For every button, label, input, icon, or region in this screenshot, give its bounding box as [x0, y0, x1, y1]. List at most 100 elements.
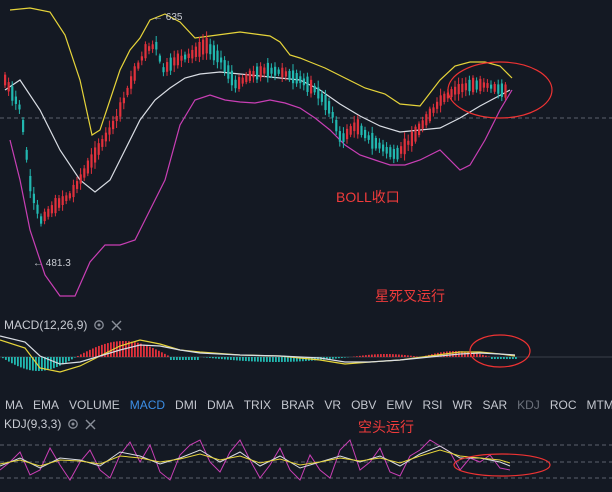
candle-body	[112, 120, 115, 130]
macd-bar	[140, 343, 142, 357]
candle-body	[137, 62, 140, 69]
macd-bar	[101, 344, 103, 357]
candle-body	[504, 84, 507, 98]
tab-dma[interactable]: DMA	[207, 398, 234, 412]
close-icon[interactable]	[111, 320, 122, 331]
macd-bar	[281, 357, 283, 362]
candle-body	[119, 102, 122, 117]
annotation-cross: 星死叉运行	[375, 288, 445, 304]
candle-body	[209, 44, 212, 55]
tab-vr[interactable]: VR	[324, 398, 342, 412]
tab-mtm[interactable]: MTM	[586, 398, 612, 412]
macd-bar	[56, 357, 58, 368]
macd-bar	[8, 357, 10, 362]
macd-bar	[107, 343, 109, 357]
candle-body	[281, 67, 284, 78]
macd-bar	[11, 357, 13, 364]
macd-bar	[176, 357, 178, 360]
macd-bar	[32, 357, 34, 371]
macd-bar	[392, 354, 394, 357]
candle-body	[14, 96, 17, 104]
close-icon[interactable]	[85, 419, 96, 430]
candle-body	[457, 84, 460, 95]
tab-trix[interactable]: TRIX	[243, 398, 272, 412]
macd-bar	[509, 357, 511, 359]
boll-upper-line	[9, 7, 513, 136]
candle-body	[158, 55, 161, 62]
candle-body	[227, 65, 230, 79]
macd-bar	[500, 357, 502, 359]
candle-body	[360, 125, 363, 136]
tab-dmi[interactable]: DMI	[175, 398, 198, 412]
candle-body	[130, 76, 133, 89]
macd-bar	[224, 357, 226, 360]
macd-bar	[488, 356, 490, 357]
tab-brar[interactable]: BRAR	[281, 398, 315, 412]
macd-bar	[182, 357, 184, 360]
macd-bar	[116, 341, 118, 357]
candle-body	[493, 83, 496, 92]
macd-bar	[158, 350, 160, 357]
candle-body	[482, 82, 485, 88]
macd-bar	[380, 354, 382, 357]
settings-icon[interactable]	[93, 319, 105, 331]
macd-bar	[233, 357, 235, 361]
macd-bar	[515, 357, 517, 359]
candle-body	[450, 89, 453, 98]
candle-body	[335, 119, 338, 132]
candle-body	[230, 70, 233, 86]
candle-body	[320, 93, 323, 102]
macd-bar	[278, 357, 280, 362]
candle-body	[378, 142, 381, 149]
macd-bar	[212, 357, 214, 359]
candle-body	[299, 76, 302, 84]
tab-sar[interactable]: SAR	[482, 398, 508, 412]
macd-bar	[68, 357, 70, 362]
tab-rsi[interactable]: RSI	[422, 398, 443, 412]
candle-body	[202, 39, 205, 55]
macd-bar	[494, 357, 496, 359]
candle-body	[104, 132, 107, 142]
low-price-label: ← 481.3	[33, 258, 71, 269]
candle-body	[259, 66, 262, 78]
tab-kdj[interactable]: KDJ	[517, 398, 540, 412]
macd-title: MACD(12,26,9)	[4, 318, 88, 332]
macd-bar	[2, 357, 4, 359]
boll-mid-line	[4, 71, 511, 193]
macd-bar	[167, 355, 169, 357]
candle-body	[353, 122, 356, 132]
settings-icon[interactable]	[67, 418, 79, 430]
macd-bar	[95, 347, 97, 357]
macd-bar	[98, 345, 100, 357]
candle-body	[256, 66, 259, 80]
macd-bar	[170, 357, 172, 360]
macd-bar	[263, 357, 265, 362]
macd-bar	[164, 353, 166, 357]
tab-volume[interactable]: VOLUME	[69, 398, 120, 412]
macd-bar	[209, 357, 211, 358]
macd-bar	[317, 357, 319, 361]
tab-obv[interactable]: OBV	[351, 398, 377, 412]
candle-body	[50, 205, 53, 214]
macd-bar	[386, 354, 388, 357]
tab-ema[interactable]: EMA	[33, 398, 60, 412]
macd-bar	[329, 357, 331, 360]
tab-ma[interactable]: MA	[5, 398, 23, 412]
candle-body	[414, 126, 417, 142]
candle-body	[410, 131, 413, 147]
macd-bar	[179, 357, 181, 360]
tab-emv[interactable]: EMV	[386, 398, 413, 412]
macd-bar	[335, 357, 337, 359]
tab-wr[interactable]: WR	[452, 398, 473, 412]
candle-body	[274, 66, 277, 76]
macd-bar	[35, 357, 37, 371]
candle-body	[472, 77, 475, 93]
candle-body	[115, 115, 118, 122]
candle-body	[25, 149, 28, 160]
candle-body	[324, 95, 327, 111]
macd-bar	[119, 341, 121, 357]
macd-bar	[251, 357, 253, 362]
tab-roc[interactable]: ROC	[549, 398, 577, 412]
tab-macd[interactable]: MACD	[129, 398, 166, 412]
